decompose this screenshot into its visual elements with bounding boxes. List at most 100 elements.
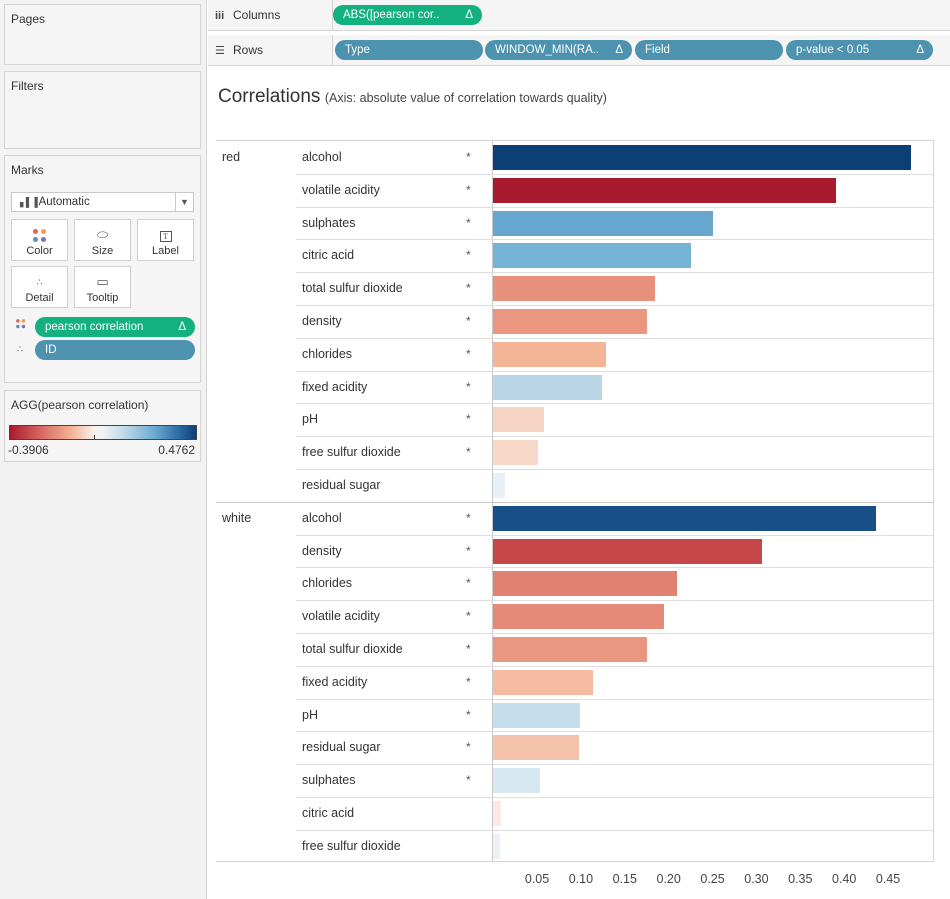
- row-divider: [296, 272, 934, 274]
- significance-marker: *: [466, 445, 471, 460]
- legend-min-value: -0.3906: [8, 443, 49, 457]
- row-divider: [296, 764, 934, 766]
- bar[interactable]: [493, 801, 501, 826]
- bar[interactable]: [493, 473, 506, 498]
- significance-marker: *: [466, 182, 471, 197]
- row-divider: [296, 633, 934, 634]
- detail-button-label: Detail: [25, 292, 54, 304]
- significance-marker: *: [466, 576, 471, 591]
- p-value-pill[interactable]: p-value < 0.05 Δ: [786, 40, 933, 60]
- field-label: residual sugar: [302, 478, 381, 492]
- pill-label: ID: [45, 344, 57, 356]
- size-button[interactable]: ⬭ Size: [74, 219, 131, 261]
- pearson-correlation-pill[interactable]: pearson correlation Δ: [35, 317, 195, 337]
- columns-pill[interactable]: ABS([pearson cor.. Δ: [333, 5, 482, 25]
- row-divider: [296, 665, 934, 667]
- significance-marker: *: [466, 346, 471, 361]
- x-tick-label: 0.40: [832, 872, 857, 886]
- bar[interactable]: [493, 145, 911, 170]
- field-label: citric acid: [302, 248, 355, 263]
- legend-title: AGG(pearson correlation): [11, 398, 149, 412]
- bar[interactable]: [493, 341, 607, 367]
- color-button[interactable]: Color: [11, 219, 68, 261]
- significance-marker: *: [466, 314, 471, 328]
- color-legend-card[interactable]: AGG(pearson correlation) -0.3906 0.4762: [4, 390, 201, 462]
- field-pill[interactable]: Field: [635, 40, 783, 60]
- bar[interactable]: [493, 833, 501, 859]
- x-tick-label: 0.15: [612, 872, 637, 886]
- size-button-label: Size: [91, 245, 114, 257]
- row-divider: [296, 567, 934, 569]
- type-pill[interactable]: Type: [335, 40, 483, 60]
- bar[interactable]: [493, 177, 836, 203]
- tooltip-button[interactable]: ▭ Tooltip: [74, 266, 131, 308]
- field-label: pH: [302, 412, 318, 427]
- bar[interactable]: [493, 604, 665, 630]
- columns-icon: iii: [215, 10, 225, 22]
- bar[interactable]: [493, 374, 602, 400]
- bar[interactable]: [493, 505, 876, 531]
- row-divider: [296, 436, 934, 438]
- bar[interactable]: [493, 276, 656, 302]
- field-label: free sulfur dioxide: [302, 445, 401, 460]
- viz-title: Correlations (Axis: absolute value of co…: [218, 86, 607, 108]
- significance-marker: *: [466, 642, 471, 656]
- color-legend-gradient: [9, 425, 197, 440]
- bar[interactable]: [493, 309, 647, 334]
- bar[interactable]: [493, 735, 579, 761]
- pages-card[interactable]: Pages: [4, 4, 201, 65]
- significance-marker: *: [466, 248, 471, 263]
- field-label: citric acid: [302, 806, 355, 820]
- id-pill[interactable]: ID: [35, 340, 195, 360]
- label-button[interactable]: T Label: [137, 219, 194, 261]
- label-button-label: Label: [152, 245, 179, 257]
- window-min-pill[interactable]: WINDOW_MIN(RA.. Δ: [485, 40, 632, 60]
- detail-dots-icon: ∴: [17, 344, 23, 354]
- bar[interactable]: [493, 637, 647, 662]
- pill-label: WINDOW_MIN(RA..: [495, 44, 600, 56]
- filters-title: Filters: [11, 79, 44, 93]
- bar[interactable]: [493, 210, 714, 236]
- row-divider: [296, 305, 934, 306]
- tooltip-icon: ▭: [96, 274, 109, 289]
- bar-chart-icon: ▖▌▐: [20, 197, 38, 207]
- bar[interactable]: [493, 243, 692, 269]
- significance-marker: *: [466, 674, 471, 689]
- columns-shelf[interactable]: iii Columns ABS([pearson cor.. Δ: [208, 0, 950, 31]
- bar[interactable]: [493, 571, 678, 597]
- x-tick-label: 0.45: [875, 872, 901, 886]
- bar[interactable]: [493, 669, 594, 695]
- bar[interactable]: [493, 538, 763, 564]
- field-label: pH: [302, 707, 318, 722]
- rows-shelf[interactable]: ☰ Rows Type WINDOW_MIN(RA.. Δ Field p-val…: [208, 35, 950, 66]
- row-divider: [296, 403, 934, 405]
- field-label: sulphates: [302, 773, 356, 788]
- detail-button[interactable]: ∴ Detail: [11, 266, 68, 308]
- field-label: volatile acidity: [302, 609, 380, 624]
- pill-label: Field: [645, 44, 670, 56]
- bar[interactable]: [493, 440, 538, 466]
- bar[interactable]: [493, 768, 541, 794]
- row-divider: [296, 698, 934, 700]
- chevron-down-icon[interactable]: ▼: [175, 193, 193, 211]
- row-divider: [296, 469, 934, 470]
- bar[interactable]: [493, 407, 544, 433]
- significance-marker: *: [466, 609, 471, 624]
- field-label: density: [302, 314, 342, 328]
- field-label: total sulfur dioxide: [302, 642, 403, 656]
- delta-icon: Δ: [178, 321, 186, 333]
- tooltip-button-label: Tooltip: [86, 292, 119, 304]
- field-label: chlorides: [302, 346, 353, 361]
- mark-type-dropdown[interactable]: ▖▌▐ Automatic ▼: [11, 192, 194, 212]
- significance-marker: *: [466, 707, 471, 722]
- delta-icon: Δ: [465, 9, 473, 21]
- filters-card[interactable]: Filters: [4, 71, 201, 149]
- bar[interactable]: [493, 702, 580, 728]
- significance-marker: *: [466, 543, 471, 558]
- row-divider: [296, 829, 934, 831]
- pages-title: Pages: [11, 12, 46, 26]
- row-divider: [296, 797, 934, 798]
- x-tick-label: 0.10: [568, 872, 594, 886]
- rows-label: Rows: [233, 43, 264, 57]
- marks-card: Marks ▖▌▐ Automatic ▼ Color ⬭ Size T Lab…: [4, 155, 201, 383]
